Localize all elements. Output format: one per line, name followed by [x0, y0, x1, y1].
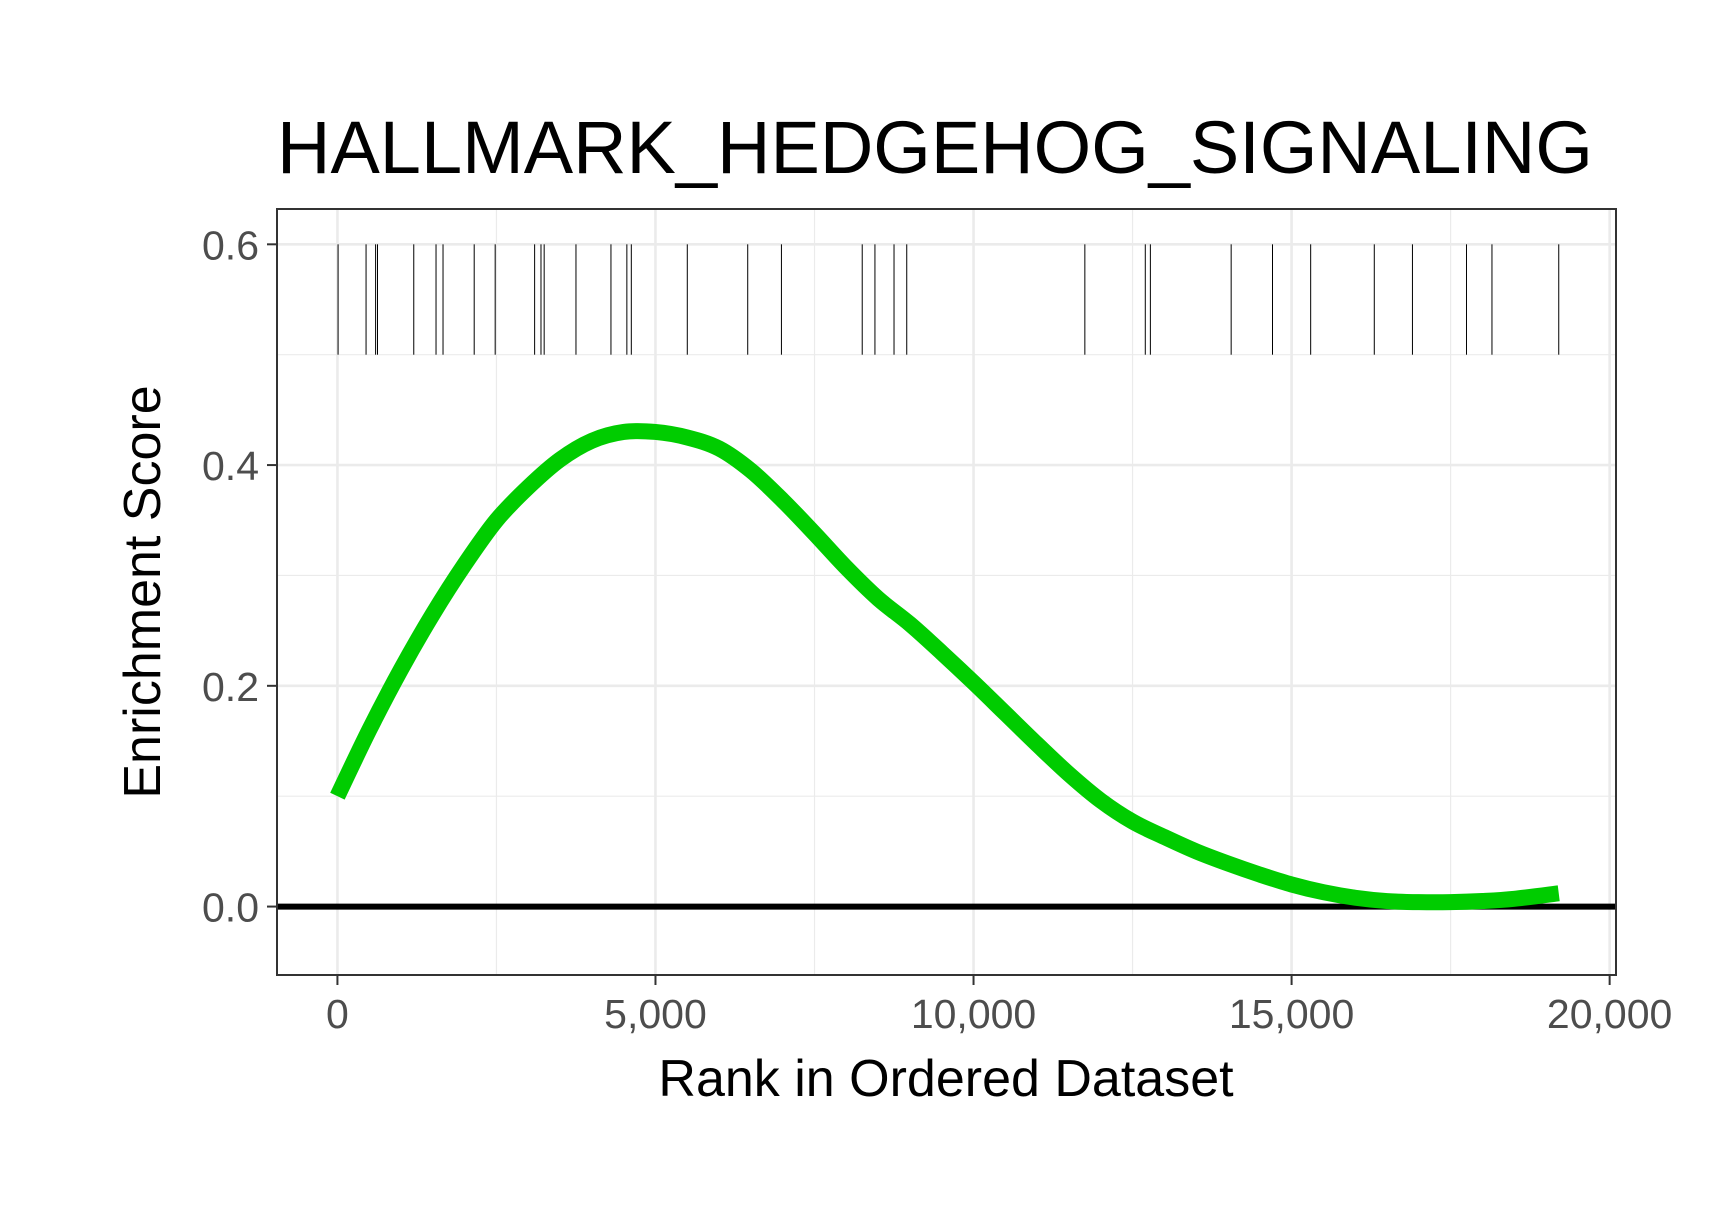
y-tick-label: 0.0 [202, 885, 259, 931]
x-tick-label: 20,000 [1547, 991, 1672, 1037]
y-tick-label: 0.4 [202, 443, 259, 489]
chart-title: HALLMARK_HEDGEHOG_SIGNALING [277, 106, 1593, 189]
x-tick-label: 10,000 [911, 991, 1036, 1037]
panel-border [276, 208, 1617, 976]
axis-layer: 0 5,000 10,000 15,000 20,000 0.0 0.2 0.4 0.6 [202, 222, 1672, 1037]
y-tick-label: 0.2 [202, 664, 259, 710]
y-tick-label: 0.6 [202, 222, 259, 268]
x-tick-label: 15,000 [1229, 991, 1354, 1037]
gene-hits-layer [337, 244, 1560, 355]
x-axis-label: Rank in Ordered Dataset [658, 1050, 1234, 1108]
y-axis-label: Enrichment Score [114, 385, 172, 798]
x-tick-label: 0 [326, 991, 349, 1037]
x-tick-label: 5,000 [604, 991, 707, 1037]
grid-layer [277, 209, 1616, 975]
enrichment-score-line [330, 423, 1560, 911]
series-layer [330, 423, 1560, 911]
